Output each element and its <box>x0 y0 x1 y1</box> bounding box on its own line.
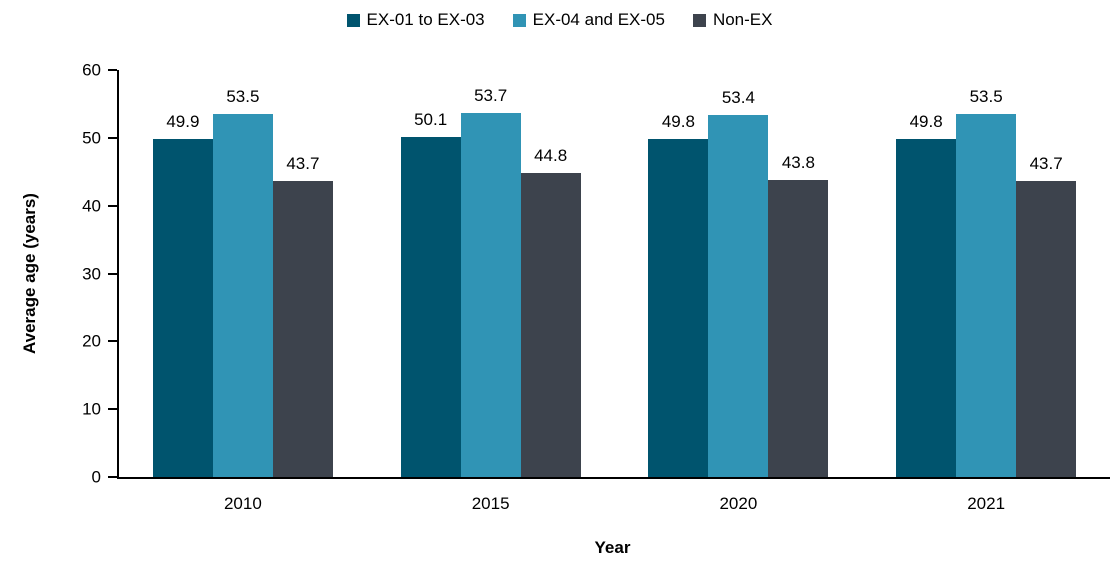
bar-value-label: 50.1 <box>414 110 448 130</box>
y-axis-tick <box>108 272 117 275</box>
y-axis-tick <box>108 476 117 478</box>
y-axis-tick <box>108 408 117 411</box>
legend-item: EX-04 and EX-05 <box>512 10 665 30</box>
bar-value-label: 49.8 <box>909 112 943 132</box>
legend-swatch-icon <box>346 13 360 27</box>
legend-item: Non-EX <box>692 10 773 30</box>
x-axis-tick-label: 2020 <box>719 494 758 513</box>
y-axis-tick <box>108 69 117 71</box>
y-axis-tick <box>108 340 117 343</box>
x-axis-title: Year <box>594 538 631 557</box>
legend: EX-01 to EX-03 EX-04 and EX-05 Non-EX <box>0 10 1119 30</box>
bar: 43.8 <box>768 154 829 477</box>
x-axis-tick-label: 2015 <box>471 494 510 513</box>
bar: 53.7 <box>460 87 521 477</box>
bar-value-label: 53.5 <box>969 87 1003 107</box>
bar-group-2020: 49.8 53.4 43.8 2020 <box>648 70 829 512</box>
legend-label: EX-01 to EX-03 <box>366 10 485 29</box>
y-axis-tick <box>108 204 117 207</box>
legend-swatch-icon <box>692 13 706 27</box>
bar: 53.4 <box>708 89 769 477</box>
legend-label: EX-04 and EX-05 <box>532 10 665 29</box>
bar-value-label: 53.5 <box>226 87 260 107</box>
y-axis-tick-label: 60 <box>82 60 101 80</box>
bar: 53.5 <box>212 88 273 477</box>
bar-group-2010: 49.9 53.5 43.7 2010 <box>152 70 333 512</box>
bar-value-label: 53.7 <box>474 85 508 105</box>
bar: 50.1 <box>400 111 461 477</box>
y-axis-tick <box>108 136 117 139</box>
bar: 44.8 <box>520 147 581 477</box>
y-axis-tick-label: 50 <box>82 128 101 148</box>
bar-value-label: 49.9 <box>166 111 200 131</box>
bar: 43.7 <box>272 155 333 477</box>
legend-item: EX-01 to EX-03 <box>346 10 485 30</box>
bar-value-label: 43.7 <box>1029 153 1063 173</box>
y-axis-tick-label: 20 <box>82 331 101 351</box>
bar: 49.8 <box>648 113 709 477</box>
bar-value-label: 43.8 <box>781 152 815 172</box>
bar-group-2015: 50.1 53.7 44.8 2015 <box>400 70 581 512</box>
bar-value-label: 44.8 <box>534 146 568 166</box>
y-axis-tick-label: 30 <box>82 264 101 283</box>
plot-area: 49.9 53.5 43.7 2010 50.1 53.7 44.8 2015 49.8 53.4… <box>108 69 1110 512</box>
y-axis-tick-label: 0 <box>91 467 101 487</box>
y-axis-tick-label: 40 <box>82 196 101 216</box>
bar: 49.9 <box>152 113 213 477</box>
legend-swatch-icon <box>512 13 526 27</box>
x-axis-tick-label: 2021 <box>967 494 1006 513</box>
bar-value-label: 53.4 <box>721 87 755 107</box>
bar: 49.8 <box>896 113 957 477</box>
bar: 53.5 <box>956 88 1017 477</box>
x-axis-tick-label: 2010 <box>223 494 262 513</box>
legend-label: Non-EX <box>712 10 773 29</box>
y-axis-tick-label: 10 <box>82 399 101 419</box>
bar-group-2021: 49.8 53.5 43.7 2021 <box>896 70 1077 512</box>
bar-value-label: 49.8 <box>661 112 695 132</box>
bar-value-label: 43.7 <box>286 153 320 173</box>
bar: 43.7 <box>1016 155 1077 477</box>
y-axis-labels: 0 10 20 30 40 50 60 <box>0 62 101 486</box>
